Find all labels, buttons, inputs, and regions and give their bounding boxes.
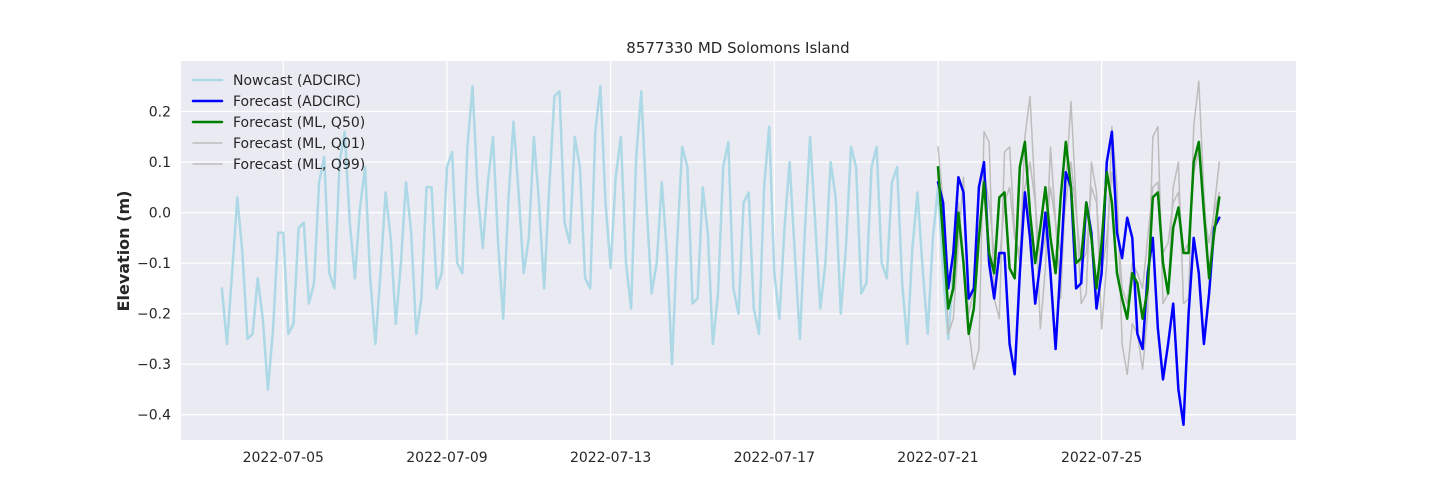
- y-tick-label: 0.1: [149, 155, 171, 171]
- y-tick-label: −0.2: [137, 307, 171, 323]
- series-lines: [220, 80, 1221, 427]
- series-line-nowcast-adcirc: [220, 85, 955, 391]
- plot-area: [181, 61, 1296, 440]
- y-tick-label: −0.3: [137, 357, 171, 373]
- legend-label-forecast-adcirc: Forecast (ADCIRC): [233, 94, 361, 110]
- legend-label-nowcast-adcirc: Nowcast (ADCIRC): [233, 73, 361, 89]
- x-tick-label: 2022-07-09: [406, 450, 487, 466]
- legend-label-forecast-ml-q01: Forecast (ML, Q01): [233, 136, 365, 152]
- legend: Nowcast (ADCIRC) Forecast (ADCIRC) Forecas…: [191, 73, 365, 173]
- x-tick-label: 2022-07-21: [897, 450, 978, 466]
- x-tick-label: 2022-07-13: [570, 450, 651, 466]
- x-tick-labels: 2022-07-05 2022-07-09 2022-07-13 2022-07-17…: [243, 450, 1143, 466]
- x-tick-label: 2022-07-25: [1061, 450, 1142, 466]
- series-line-forecast-adcirc: [936, 130, 1221, 427]
- y-tick-labels: 0.2 0.1 0.0 −0.1 −0.2 −0.3 −0.4: [137, 105, 171, 424]
- y-tick-label: 0.0: [149, 206, 171, 222]
- chart-title: 8577330 MD Solomons Island: [626, 39, 849, 57]
- y-tick-label: −0.1: [137, 256, 171, 272]
- x-tick-label: 2022-07-17: [734, 450, 815, 466]
- legend-label-forecast-ml-q99: Forecast (ML, Q99): [233, 157, 365, 173]
- y-tick-label: −0.4: [137, 408, 171, 424]
- y-axis-label: Elevation (m): [114, 191, 133, 312]
- y-tick-label: 0.2: [149, 105, 171, 121]
- x-tick-label: 2022-07-05: [243, 450, 324, 466]
- series-line-forecast-ml-q50: [936, 140, 1221, 336]
- legend-label-forecast-ml-q50: Forecast (ML, Q50): [233, 115, 365, 131]
